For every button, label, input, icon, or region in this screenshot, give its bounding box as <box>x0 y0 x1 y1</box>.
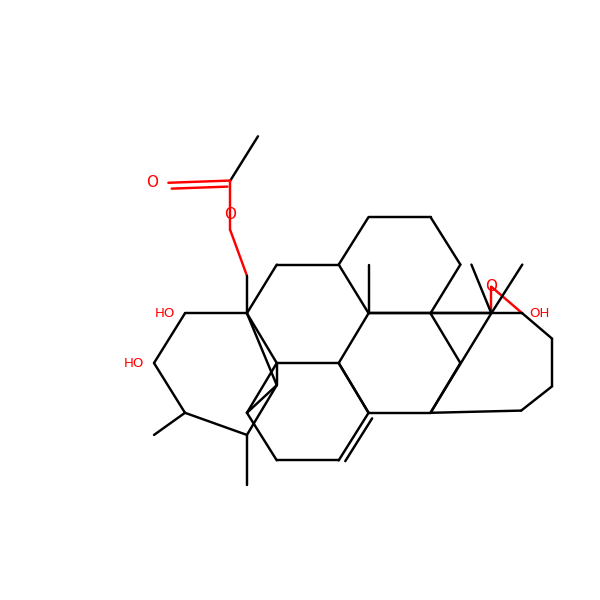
Text: O: O <box>224 208 236 223</box>
Text: O: O <box>485 279 497 294</box>
Text: OH: OH <box>529 307 550 320</box>
Text: HO: HO <box>124 356 144 370</box>
Text: HO: HO <box>155 307 175 320</box>
Text: O: O <box>146 175 158 190</box>
